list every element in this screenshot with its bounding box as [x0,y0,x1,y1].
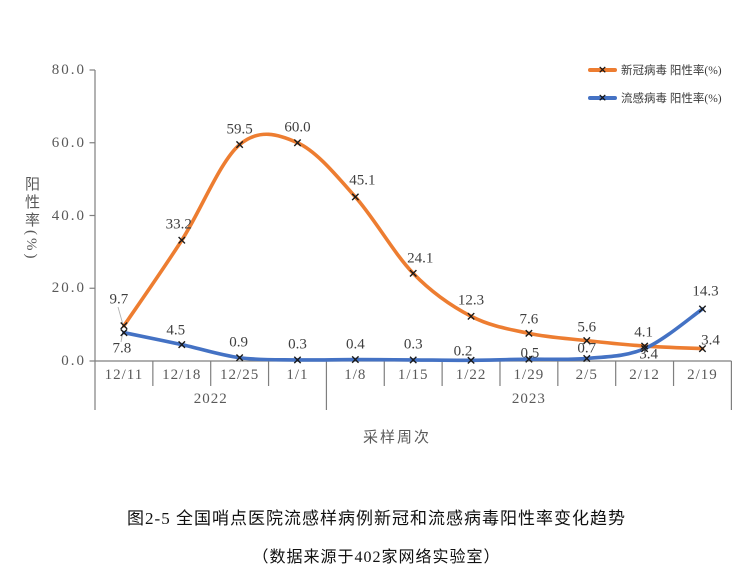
data-label: 4.1 [634,324,653,341]
data-point-marker [525,355,533,363]
x-category-label: 12/11 [104,367,144,383]
data-point-marker [583,354,591,363]
y-tick-label: 20.0 [51,280,86,297]
figure-caption-source: （数据来源于402家网络实验室） [252,549,501,566]
x-marker-icon: × [597,63,608,77]
x-axis-title: 采样周次 [362,430,432,446]
legend-label-covid: 新冠病毒 阳性率(%) [621,65,722,77]
data-label: 0.3 [288,336,307,353]
data-point-marker [640,344,649,353]
data-label: 0.5 [520,345,540,362]
data-point-marker [120,328,128,337]
x-marker-icon: × [597,91,608,105]
data-label: 9.7 [109,291,129,308]
data-label: 45.1 [349,172,376,189]
y-tick-label: 40.0 [51,207,86,224]
x-category-label: 2/19 [687,367,718,383]
x-category-label: 2/12 [629,367,660,383]
data-point-marker [698,344,707,353]
legend-item-flu: × 流感病毒 阳性率(%) [588,90,722,106]
data-label: 24.1 [407,250,434,267]
legend-item-covid: × 新冠病毒 阳性率(%) [588,62,722,78]
y-tick-label: 60.0 [51,134,86,151]
flu-series-line [122,307,705,363]
figure-caption-title: 图2-5 全国哨点医院流感样病例新冠和流感病毒阳性率变化趋势 [127,509,626,528]
x-category-label: 1/15 [397,367,429,383]
data-point-marker [351,193,360,201]
data-point-marker [178,236,186,244]
data-point-marker [409,269,417,278]
data-point-marker [467,312,475,320]
x-category-label: 12/25 [220,367,260,383]
data-point-marker [178,340,186,349]
label-leader-line [117,306,123,324]
data-label: 12.3 [457,292,485,309]
x-year-label: 2023 [511,391,546,407]
x-category-label: 12/18 [162,367,202,383]
data-label: 0.9 [229,334,248,351]
data-point-marker [235,140,244,149]
covid-series-swatch: × [588,64,617,75]
x-category-label: 2/5 [575,367,598,383]
data-point-marker [293,139,302,147]
label-leader-line [120,333,123,343]
data-label: 5.6 [577,319,597,336]
data-point-marker [235,354,244,362]
data-label: 3.4 [701,332,720,349]
data-point-marker [293,356,302,364]
data-label: 0.4 [345,336,365,353]
data-point-marker [120,322,128,330]
x-category-label: 1/1 [286,367,309,383]
data-point-marker [583,336,591,345]
data-point-marker [525,329,533,338]
data-point-marker [640,342,649,350]
data-label: 7.6 [519,311,539,328]
y-tick-label: 80.0 [51,62,86,78]
data-label: 7.8 [112,340,132,357]
data-point-marker [698,305,707,313]
flu-series-swatch: × [588,92,617,103]
data-label: 3.4 [639,346,658,363]
data-point-marker [409,356,417,364]
data-label: 4.5 [166,322,186,339]
data-point-marker [467,356,475,364]
data-label: 0.2 [453,343,473,360]
y-tick-label: 0.0 [61,353,86,369]
data-label: 33.2 [165,216,192,233]
x-category-label: 1/29 [513,367,545,383]
data-label: 60.0 [284,119,311,136]
x-year-label: 2022 [193,391,228,407]
data-label: 0.3 [403,336,423,353]
x-category-label: 1/8 [344,367,367,383]
data-label: 0.7 [577,340,597,357]
y-axis-title: 阳性率(%) [23,176,39,262]
data-point-marker [351,355,360,364]
data-label: 59.5 [226,121,253,138]
data-label: 14.3 [692,283,719,300]
chart-plot-area [89,69,733,410]
x-category-label: 1/22 [455,367,487,383]
legend-label-flu: 流感病毒 阳性率(%) [621,93,722,105]
covid-series-line [122,132,705,351]
